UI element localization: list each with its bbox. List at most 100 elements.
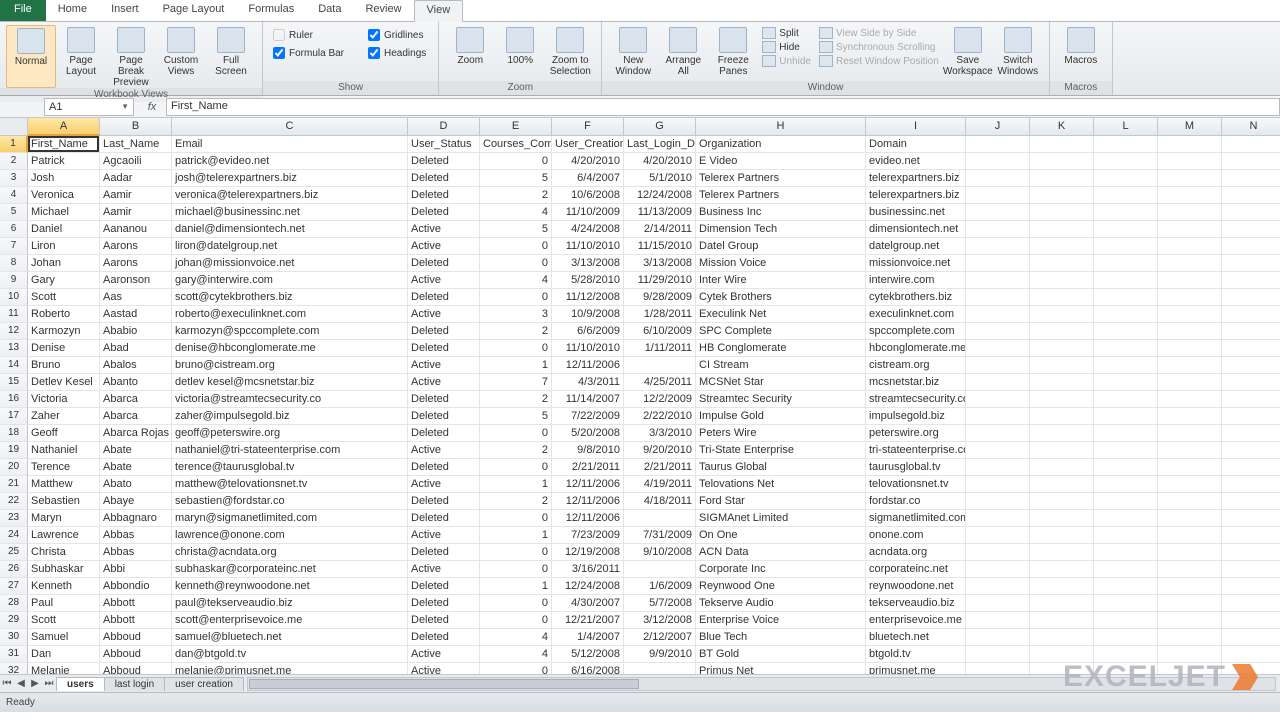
row-header-15[interactable]: 15 (0, 374, 28, 391)
cell-F16[interactable]: 11/14/2007 (552, 391, 624, 408)
cell-N8[interactable] (1222, 255, 1280, 272)
cell-I12[interactable]: spccomplete.com (866, 323, 966, 340)
cell-E12[interactable]: 2 (480, 323, 552, 340)
cell-B17[interactable]: Abarca (100, 408, 172, 425)
cell-H4[interactable]: Telerex Partners (696, 187, 866, 204)
cell-L23[interactable] (1094, 510, 1158, 527)
cell-L8[interactable] (1094, 255, 1158, 272)
cell-A2[interactable]: Patrick (28, 153, 100, 170)
cell-H25[interactable]: ACN Data (696, 544, 866, 561)
cell-F22[interactable]: 12/11/2006 (552, 493, 624, 510)
cell-J10[interactable] (966, 289, 1030, 306)
cell-E8[interactable]: 0 (480, 255, 552, 272)
cell-I6[interactable]: dimensiontech.net (866, 221, 966, 238)
cell-I14[interactable]: cistream.org (866, 357, 966, 374)
cell-C31[interactable]: dan@btgold.tv (172, 646, 408, 663)
cell-C24[interactable]: lawrence@onone.com (172, 527, 408, 544)
cell-E29[interactable]: 0 (480, 612, 552, 629)
row-header-12[interactable]: 12 (0, 323, 28, 340)
cell-N12[interactable] (1222, 323, 1280, 340)
cell-G16[interactable]: 12/2/2009 (624, 391, 696, 408)
page-layout-button[interactable]: Page Layout (56, 25, 106, 88)
cell-M4[interactable] (1158, 187, 1222, 204)
cell-K28[interactable] (1030, 595, 1094, 612)
cell-J15[interactable] (966, 374, 1030, 391)
row-header-24[interactable]: 24 (0, 527, 28, 544)
cell-A13[interactable]: Denise (28, 340, 100, 357)
cell-A17[interactable]: Zaher (28, 408, 100, 425)
cell-M14[interactable] (1158, 357, 1222, 374)
cell-D16[interactable]: Deleted (408, 391, 480, 408)
cell-F24[interactable]: 7/23/2009 (552, 527, 624, 544)
cell-A11[interactable]: Roberto (28, 306, 100, 323)
cell-E16[interactable]: 2 (480, 391, 552, 408)
row-header-9[interactable]: 9 (0, 272, 28, 289)
cell-B15[interactable]: Abanto (100, 374, 172, 391)
cell-D23[interactable]: Deleted (408, 510, 480, 527)
cell-B7[interactable]: Aarons (100, 238, 172, 255)
cell-D22[interactable]: Deleted (408, 493, 480, 510)
cell-J26[interactable] (966, 561, 1030, 578)
split-button[interactable]: Split (762, 27, 811, 39)
cell-N2[interactable] (1222, 153, 1280, 170)
cell-E24[interactable]: 1 (480, 527, 552, 544)
cell-G25[interactable]: 9/10/2008 (624, 544, 696, 561)
cell-L31[interactable] (1094, 646, 1158, 663)
cell-J11[interactable] (966, 306, 1030, 323)
col-header-L[interactable]: L (1094, 118, 1158, 136)
cell-M11[interactable] (1158, 306, 1222, 323)
cell-E3[interactable]: 5 (480, 170, 552, 187)
cell-H11[interactable]: Execulink Net (696, 306, 866, 323)
gridlines-checkbox[interactable]: Gridlines (368, 29, 426, 41)
cell-B19[interactable]: Abate (100, 442, 172, 459)
cell-K31[interactable] (1030, 646, 1094, 663)
sheet-nav[interactable]: ◀ (14, 678, 28, 689)
col-header-G[interactable]: G (624, 118, 696, 136)
cell-J29[interactable] (966, 612, 1030, 629)
cell-F13[interactable]: 11/10/2010 (552, 340, 624, 357)
cell-H8[interactable]: Mission Voice (696, 255, 866, 272)
cell-B12[interactable]: Ababio (100, 323, 172, 340)
cell-M8[interactable] (1158, 255, 1222, 272)
cell-K7[interactable] (1030, 238, 1094, 255)
cell-C10[interactable]: scott@cytekbrothers.biz (172, 289, 408, 306)
cell-I24[interactable]: onone.com (866, 527, 966, 544)
arrange-all-button[interactable]: Arrange All (658, 25, 708, 77)
row-header-20[interactable]: 20 (0, 459, 28, 476)
cell-B31[interactable]: Abboud (100, 646, 172, 663)
cell-B27[interactable]: Abbondio (100, 578, 172, 595)
cell-G14[interactable] (624, 357, 696, 374)
cell-J4[interactable] (966, 187, 1030, 204)
cell-F31[interactable]: 5/12/2008 (552, 646, 624, 663)
cell-H18[interactable]: Peters Wire (696, 425, 866, 442)
cell-E11[interactable]: 3 (480, 306, 552, 323)
cell-C14[interactable]: bruno@cistream.org (172, 357, 408, 374)
cell-E27[interactable]: 1 (480, 578, 552, 595)
tab-formulas[interactable]: Formulas (236, 0, 306, 21)
cell-E18[interactable]: 0 (480, 425, 552, 442)
cell-A31[interactable]: Dan (28, 646, 100, 663)
cell-L16[interactable] (1094, 391, 1158, 408)
cell-F1[interactable]: User_Creation (552, 136, 624, 153)
cell-L6[interactable] (1094, 221, 1158, 238)
cell-C26[interactable]: subhaskar@corporateinc.net (172, 561, 408, 578)
cell-N18[interactable] (1222, 425, 1280, 442)
cell-G30[interactable]: 2/12/2007 (624, 629, 696, 646)
cell-C20[interactable]: terence@taurusglobal.tv (172, 459, 408, 476)
cell-H20[interactable]: Taurus Global (696, 459, 866, 476)
cell-K18[interactable] (1030, 425, 1094, 442)
row-header-5[interactable]: 5 (0, 204, 28, 221)
cell-M18[interactable] (1158, 425, 1222, 442)
col-header-J[interactable]: J (966, 118, 1030, 136)
cell-L21[interactable] (1094, 476, 1158, 493)
ruler-checkbox[interactable]: Ruler (273, 29, 344, 41)
cell-L24[interactable] (1094, 527, 1158, 544)
cell-B9[interactable]: Aaronson (100, 272, 172, 289)
cell-A15[interactable]: Detlev Kesel (28, 374, 100, 391)
cell-F6[interactable]: 4/24/2008 (552, 221, 624, 238)
cell-A3[interactable]: Josh (28, 170, 100, 187)
cell-G9[interactable]: 11/29/2010 (624, 272, 696, 289)
cell-B11[interactable]: Aastad (100, 306, 172, 323)
cell-N24[interactable] (1222, 527, 1280, 544)
cell-A18[interactable]: Geoff (28, 425, 100, 442)
